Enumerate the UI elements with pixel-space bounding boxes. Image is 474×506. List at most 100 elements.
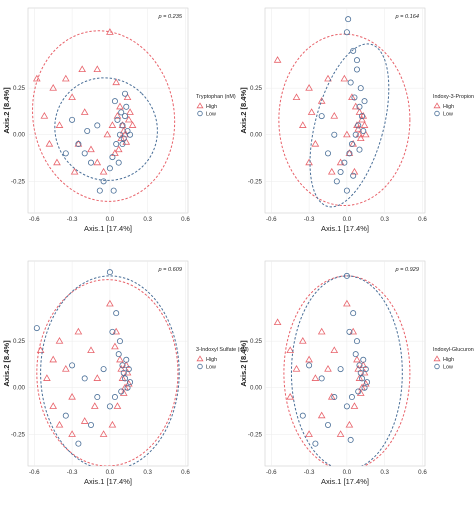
high-point <box>345 149 354 156</box>
low-point <box>360 127 367 134</box>
high-point <box>78 65 87 73</box>
low-point <box>109 154 116 161</box>
x-tick-label: -0.3 <box>304 469 315 476</box>
high-point <box>126 108 134 115</box>
low-point <box>94 122 101 129</box>
legend-low-icon <box>197 110 203 117</box>
high-point <box>116 102 124 110</box>
high-point <box>80 417 89 424</box>
y-tick-label: 0.25 <box>13 338 26 345</box>
high-point <box>353 355 361 363</box>
high-point <box>355 374 364 381</box>
low-point <box>87 159 94 166</box>
x-tick-label: -0.3 <box>67 216 78 223</box>
high-point <box>90 402 99 409</box>
low-point <box>116 131 123 138</box>
low-point <box>355 388 362 395</box>
x-tick-label: -0.3 <box>67 469 78 476</box>
low-point <box>346 150 353 157</box>
low-point <box>359 113 366 120</box>
high-point <box>87 145 95 153</box>
high-point <box>55 420 64 428</box>
p-value-label: p = 0.164 <box>395 14 419 20</box>
high-point <box>298 121 307 128</box>
high-point <box>113 111 122 119</box>
p-value-label: p = 0.235 <box>158 14 183 20</box>
legend: Indoxy-3-Propionic Acid (nM) High Low <box>433 94 474 118</box>
plot-area <box>264 7 426 214</box>
high-point <box>121 383 129 391</box>
plot-area <box>27 7 189 214</box>
x-tick-label: 0.3 <box>380 469 389 476</box>
high-point <box>336 430 345 437</box>
legend-low-icon <box>434 363 440 370</box>
high-point <box>99 167 108 175</box>
p-value-label: p = 0.929 <box>395 267 419 273</box>
y-tick-label: 0.00 <box>250 132 263 139</box>
high-point <box>70 167 79 175</box>
low-point <box>350 47 357 54</box>
low-point <box>84 127 91 134</box>
low-point <box>106 165 113 172</box>
high-point <box>43 374 51 381</box>
high-point <box>106 299 114 307</box>
low-point <box>331 131 338 138</box>
legend-label-low: Low <box>206 365 216 371</box>
high-point <box>112 78 121 86</box>
high-point <box>61 364 70 372</box>
high-point <box>68 430 76 437</box>
low-point <box>110 187 117 194</box>
high-point <box>123 93 132 100</box>
low-point <box>111 394 118 401</box>
x-tick-label: -0.6 <box>266 469 277 476</box>
legend: 3-Indoxyl Sulfate (nM) High Low <box>196 347 249 371</box>
x-tick-label: 0.0 <box>343 469 352 476</box>
high-point <box>345 420 354 428</box>
low-point <box>113 310 120 317</box>
high-point <box>45 139 54 147</box>
high-point <box>68 93 76 100</box>
low-point <box>62 150 69 157</box>
legend-high-icon <box>433 355 441 362</box>
high-point <box>348 93 356 100</box>
x-tick-label: 0.3 <box>143 469 152 476</box>
p-value-label: p = 0.609 <box>158 267 182 273</box>
x-tick-label: 0.0 <box>106 469 115 476</box>
high-point <box>361 130 370 138</box>
legend-title: Indoxy-3-Propionic Acid (nM) <box>433 94 474 100</box>
high-point <box>124 379 133 387</box>
high-point <box>114 145 123 153</box>
high-point <box>87 346 95 353</box>
high-point <box>361 379 370 387</box>
low-point <box>81 375 88 382</box>
low-point <box>352 131 359 138</box>
x-tick-label: -0.6 <box>266 216 277 223</box>
high-point <box>273 318 282 326</box>
pcoa-panel-3: -0.6 -0.3 0.0 0.3 0.6 -0.25 0.00 0.25 Axis.1 [17… <box>2 260 249 486</box>
high-point <box>113 402 122 409</box>
low-point <box>69 362 76 369</box>
high-point <box>61 74 70 82</box>
low-confidence-ellipse <box>40 275 180 466</box>
legend-label-low: Low <box>206 112 216 118</box>
low-point <box>356 103 363 110</box>
x-tick-label: 0.6 <box>418 469 427 476</box>
low-point <box>81 150 88 157</box>
y-tick-label: 0.00 <box>13 132 26 139</box>
high-point <box>330 111 339 119</box>
pcoa-panel-1: -0.6 -0.3 0.0 0.3 0.6 -0.25 0.00 0.25 Axis.1 [17… <box>2 7 236 233</box>
low-point <box>122 375 129 382</box>
y-tick-label: 0.25 <box>250 338 263 345</box>
x-axis-title: Axis.1 [17.4%] <box>321 477 369 486</box>
legend-label-high: High <box>206 104 217 110</box>
data-layer <box>273 16 411 208</box>
high-point <box>116 355 124 363</box>
low-point <box>306 362 313 369</box>
low-point <box>75 141 82 148</box>
low-point <box>318 375 325 382</box>
legend-label-low: Low <box>443 365 453 371</box>
high-point <box>292 93 301 100</box>
x-tick-label: 0.0 <box>343 216 352 223</box>
x-axis-title: Axis.1 [17.4%] <box>84 477 132 486</box>
low-point <box>124 384 131 391</box>
